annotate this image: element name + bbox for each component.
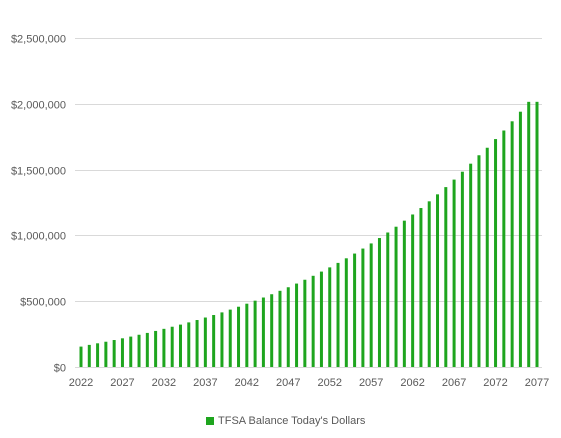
- bar: [535, 101, 539, 367]
- bar: [460, 171, 464, 367]
- y-tick-label: $1,500,000: [11, 166, 66, 178]
- bar: [344, 258, 348, 367]
- bar: [245, 303, 249, 367]
- bar: [187, 322, 191, 367]
- bar: [469, 163, 473, 367]
- bar: [87, 344, 91, 367]
- y-tick-label: $1,000,000: [11, 231, 66, 243]
- x-tick-label: 2047: [276, 377, 300, 389]
- y-tick-label: $500,000: [20, 297, 66, 309]
- bar: [220, 312, 224, 367]
- bar: [120, 338, 124, 367]
- x-tick-label: 2072: [483, 377, 507, 389]
- bar: [510, 121, 514, 367]
- x-tick-label: 2027: [110, 377, 134, 389]
- y-tick-label: $2,000,000: [11, 100, 66, 112]
- bar: [518, 111, 522, 367]
- y-tick-label: $0: [54, 363, 66, 375]
- bar: [79, 346, 83, 367]
- bar: [270, 294, 274, 367]
- bar: [452, 179, 456, 367]
- bar: [178, 324, 182, 367]
- y-tick-label: $2,500,000: [11, 34, 66, 46]
- legend-swatch: [206, 417, 214, 425]
- bar-series: [79, 101, 539, 367]
- bar: [253, 300, 257, 367]
- bar: [145, 332, 149, 367]
- bar: [212, 315, 216, 367]
- x-tick-label: 2042: [235, 377, 259, 389]
- bar: [303, 279, 307, 367]
- x-tick-label: 2022: [69, 377, 93, 389]
- bar: [386, 232, 390, 367]
- x-tick-label: 2067: [442, 377, 466, 389]
- y-axis-tick-labels: $0 $500,000 $1,000,000 $1,500,000 $2,000,000…: [11, 34, 66, 375]
- bar: [96, 343, 100, 367]
- x-axis-tick-labels: 2022 2027 2032 2037 2042 2047 2052 2057 2062 2067…: [69, 377, 549, 389]
- bar: [494, 139, 498, 367]
- bar: [527, 101, 531, 367]
- bar: [411, 214, 415, 367]
- x-tick-label: 2057: [359, 377, 383, 389]
- bar: [170, 326, 174, 367]
- x-tick-label: 2032: [152, 377, 176, 389]
- bar: [311, 275, 315, 367]
- bar: [295, 283, 299, 367]
- bar: [112, 340, 116, 367]
- bar: [104, 341, 108, 367]
- bar: [427, 201, 431, 367]
- x-tick-label: 2062: [400, 377, 424, 389]
- bar: [195, 320, 199, 367]
- legend: TFSA Balance Today's Dollars: [206, 415, 365, 427]
- bar: [502, 130, 506, 367]
- bar: [444, 187, 448, 367]
- bar: [353, 253, 357, 367]
- bar: [261, 297, 265, 367]
- bar: [228, 309, 232, 367]
- bar: [278, 290, 282, 367]
- bar: [129, 336, 133, 367]
- bar: [436, 194, 440, 367]
- bar: [369, 243, 373, 367]
- bar: [477, 155, 481, 367]
- bar: [394, 226, 398, 367]
- bar: [402, 220, 406, 367]
- bar: [286, 287, 290, 367]
- x-tick-label: 2052: [317, 377, 341, 389]
- bar: [377, 238, 381, 367]
- bar: [319, 271, 323, 367]
- x-tick-label: 2077: [525, 377, 549, 389]
- bar-chart: $0 $500,000 $1,000,000 $1,500,000 $2,000,000…: [11, 34, 549, 390]
- bar: [361, 248, 365, 367]
- gridlines: [75, 38, 542, 368]
- legend-label: TFSA Balance Today's Dollars: [218, 415, 366, 427]
- bar: [162, 328, 166, 367]
- bar: [328, 267, 332, 367]
- x-tick-label: 2037: [193, 377, 217, 389]
- bar: [419, 208, 423, 367]
- bar: [237, 306, 241, 367]
- bar: [154, 330, 158, 367]
- bar: [336, 262, 340, 367]
- bar: [137, 334, 141, 367]
- bar: [485, 147, 489, 367]
- bar: [203, 317, 207, 367]
